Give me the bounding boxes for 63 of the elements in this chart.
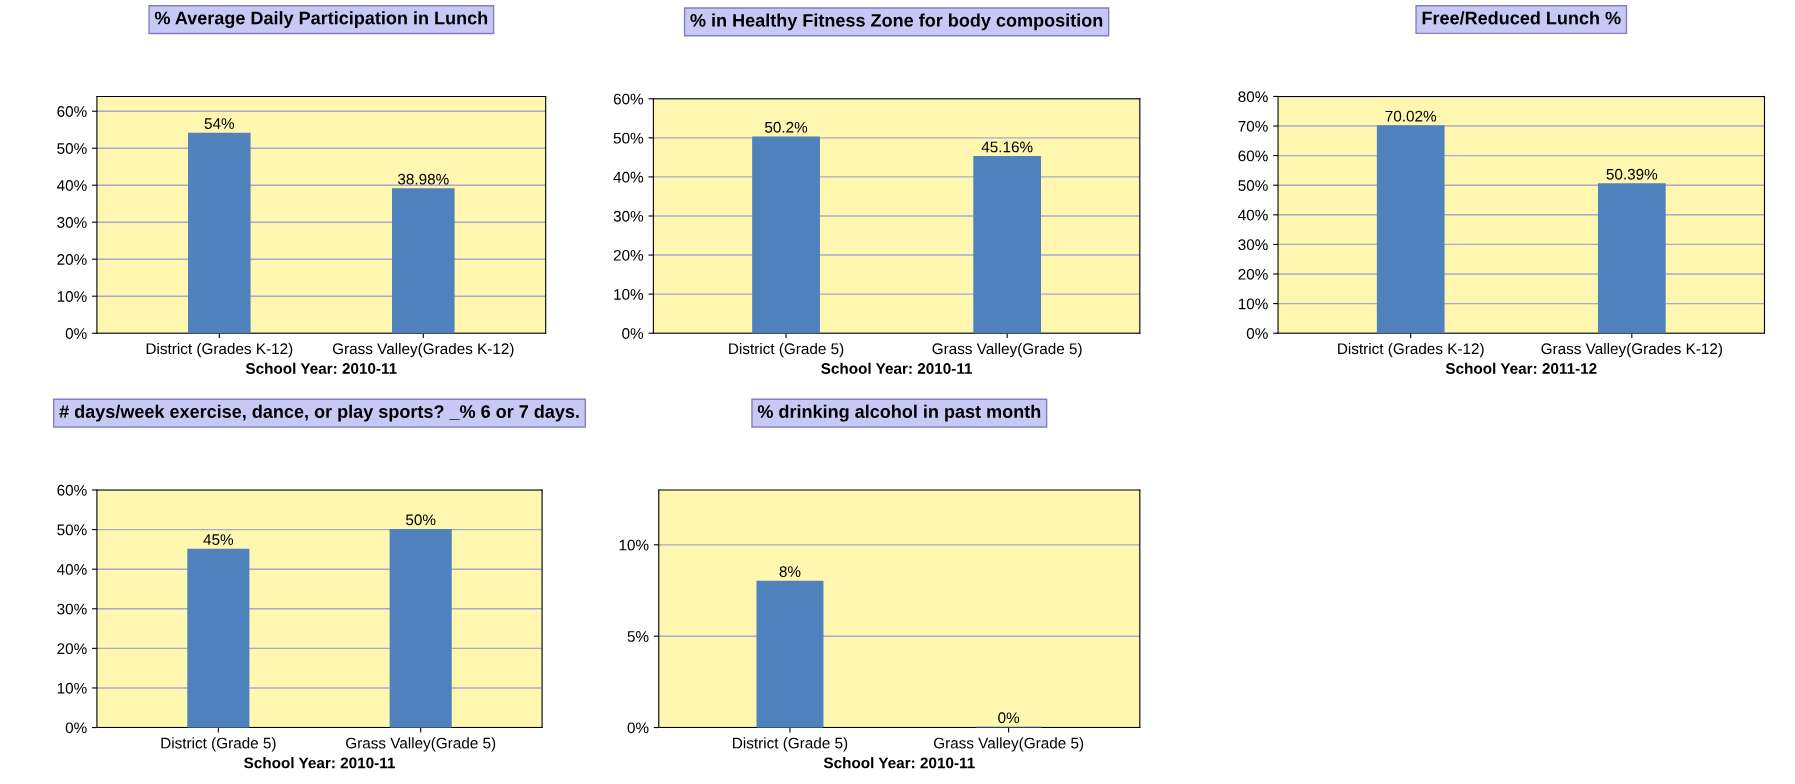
chart-title: # days/week exercise, dance, or play sports? _% 6 or 7 days. xyxy=(59,404,579,422)
y-tick-label: 30% xyxy=(613,210,644,222)
x-tick-label: District (Grades K-12) xyxy=(146,342,293,358)
y-tick-label: 40% xyxy=(613,171,644,183)
y-tick-label: 30% xyxy=(57,603,87,615)
y-tick-label: 30% xyxy=(57,217,87,228)
x-tick-label: Grass Valley(Grades K-12) xyxy=(1541,342,1723,358)
y-tick-label: 20% xyxy=(57,643,87,655)
data-label: 45.16% xyxy=(981,141,1033,153)
y-tick-label: 0% xyxy=(627,722,649,734)
y-tick-label: 70% xyxy=(1238,120,1268,132)
y-tick-label: 10% xyxy=(1238,298,1268,310)
y-tick-label: 50% xyxy=(1238,180,1268,191)
y-tick-label: 20% xyxy=(57,254,87,265)
y-tick-label: 10% xyxy=(57,682,87,694)
x-tick-label: Grass Valley(Grade 5) xyxy=(933,737,1084,752)
y-tick-label: 10% xyxy=(614,289,644,300)
data-label: 38.98% xyxy=(397,173,449,185)
y-tick-label: 40% xyxy=(1238,209,1268,221)
y-tick-label: 5% xyxy=(627,631,649,642)
y-tick-label: 10% xyxy=(57,291,87,302)
data-label: 50% xyxy=(406,514,436,526)
x-axis-title: School Year: 2010-11 xyxy=(245,362,397,374)
x-tick-label: District (Grade 5) xyxy=(733,737,848,752)
x-axis-title: School Year: 2011-12 xyxy=(1445,362,1597,374)
y-tick-label: 50% xyxy=(613,132,644,144)
data-label: 50.2% xyxy=(765,121,808,133)
y-tick-label: 20% xyxy=(613,249,644,261)
y-tick-label: 40% xyxy=(56,564,87,575)
x-tick-label: Grass Valley(Grade 5) xyxy=(346,737,496,752)
x-tick-label: Grass Valley(Grades K-12) xyxy=(332,342,514,358)
x-tick-label: District (Grade 5) xyxy=(161,737,276,752)
y-tick-label: 60% xyxy=(613,93,644,105)
x-axis-title: School Year: 2010-11 xyxy=(821,362,973,374)
data-label: 0% xyxy=(998,712,1020,724)
data-label: 70.02% xyxy=(1385,110,1437,122)
chart-title: % Average Daily Participation in Lunch xyxy=(154,11,488,29)
y-tick-label: 0% xyxy=(1246,328,1268,339)
y-tick-label: 60% xyxy=(1238,150,1268,162)
chart-title: Free/Reduced Lunch % xyxy=(1422,11,1621,25)
x-tick-label: District (Grade 5) xyxy=(729,342,844,358)
y-tick-label: 30% xyxy=(1238,239,1268,251)
chart-title: % in Healthy Fitness Zone for body composition xyxy=(690,13,1103,31)
data-label: 45% xyxy=(203,534,234,545)
y-tick-label: 0% xyxy=(65,328,87,339)
y-tick-label: 50% xyxy=(57,524,87,536)
data-label: 8% xyxy=(779,566,801,577)
y-tick-label: 80% xyxy=(1238,91,1268,103)
chart-title: % drinking alcohol in past month xyxy=(757,404,1041,422)
y-tick-label: 20% xyxy=(1238,268,1268,280)
y-tick-label: 50% xyxy=(57,143,87,154)
y-tick-label: 0% xyxy=(622,328,644,339)
y-tick-label: 60% xyxy=(57,484,87,496)
y-tick-label: 60% xyxy=(57,106,87,117)
y-tick-label: 40% xyxy=(56,180,87,191)
data-label: 50.39% xyxy=(1606,168,1658,180)
x-tick-label: Grass Valley(Grade 5) xyxy=(932,342,1082,358)
y-tick-label: 10% xyxy=(619,539,649,551)
y-tick-label: 0% xyxy=(65,722,87,734)
data-label: 54% xyxy=(204,118,235,130)
x-tick-label: District (Grades K-12) xyxy=(1338,342,1484,358)
x-axis-title: School Year: 2010-11 xyxy=(823,757,975,769)
x-axis-title: School Year: 2010-11 xyxy=(244,757,395,769)
